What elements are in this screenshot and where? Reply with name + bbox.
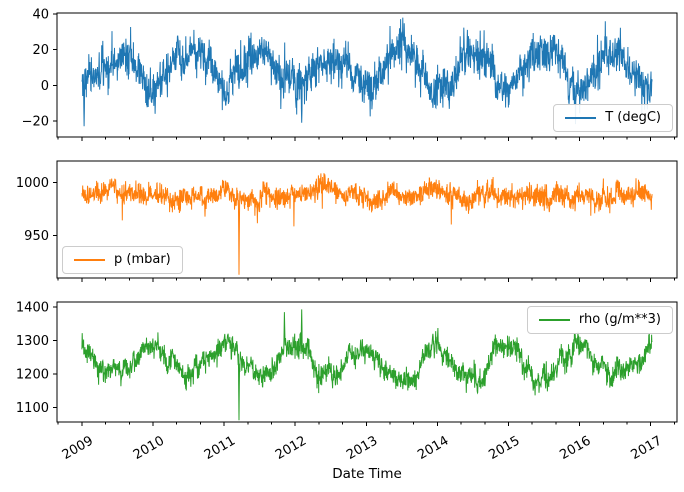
legend-line-pressure-icon xyxy=(74,259,105,261)
svg-text:2013: 2013 xyxy=(344,433,380,463)
svg-text:40: 40 xyxy=(32,7,49,22)
svg-text:1400: 1400 xyxy=(16,301,49,316)
svg-text:2010: 2010 xyxy=(131,433,167,463)
svg-text:1100: 1100 xyxy=(16,401,49,416)
legend-line-density-icon xyxy=(538,319,570,321)
svg-text:2016: 2016 xyxy=(557,433,593,463)
legend-label-pressure: p (mbar) xyxy=(114,252,171,267)
svg-text:0: 0 xyxy=(41,79,49,94)
svg-text:2017: 2017 xyxy=(629,433,665,463)
svg-text:2009: 2009 xyxy=(60,433,96,463)
legend-temperature: T (degC) xyxy=(553,104,673,132)
svg-text:2012: 2012 xyxy=(273,433,309,463)
legend-label-temperature: T (degC) xyxy=(605,110,661,125)
svg-text:2014: 2014 xyxy=(415,433,451,463)
legend-label-density: rho (g/m**3) xyxy=(578,312,661,327)
svg-text:950: 950 xyxy=(24,229,49,244)
svg-text:−20: −20 xyxy=(22,114,49,129)
svg-text:1300: 1300 xyxy=(16,334,49,349)
svg-text:1200: 1200 xyxy=(16,368,49,383)
x-axis-label: Date Time xyxy=(332,466,402,482)
svg-text:2011: 2011 xyxy=(202,433,238,463)
svg-text:2015: 2015 xyxy=(486,433,522,463)
legend-density: rho (g/m**3) xyxy=(526,306,673,334)
svg-text:1000: 1000 xyxy=(16,176,49,191)
svg-text:20: 20 xyxy=(32,43,49,58)
legend-line-temperature-icon xyxy=(565,117,597,119)
legend-pressure: p (mbar) xyxy=(62,246,183,274)
